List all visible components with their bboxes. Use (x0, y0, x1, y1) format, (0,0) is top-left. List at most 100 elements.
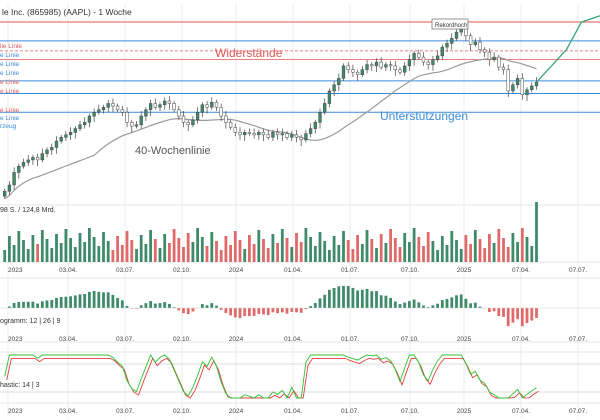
volume-bar (17, 231, 21, 262)
volume-bar (252, 244, 256, 262)
macd-bar (525, 308, 529, 324)
x-tick-label: 07.10. (401, 408, 419, 415)
candle-up (92, 112, 96, 117)
macd-bar (243, 308, 247, 317)
macd-bar (511, 308, 515, 323)
candle-up (271, 132, 275, 138)
volume-bar (478, 239, 482, 262)
macd-bar (337, 286, 341, 309)
line-label-1: e Linie (0, 52, 20, 59)
volume-bar (285, 238, 289, 262)
x-tick-label: 07.04. (512, 336, 530, 343)
volume-bar (78, 233, 82, 262)
x-axis-labels: 2023 03.04. 03.07. 02.10. 2024 01.04. 01.07. 07… (8, 267, 587, 415)
volume-bar (45, 239, 49, 262)
macd-bar (88, 291, 91, 308)
macd-bar (299, 308, 303, 313)
candle-up (45, 149, 49, 154)
volume-bar (384, 243, 388, 262)
candle-up (87, 115, 92, 123)
candle-down (115, 105, 120, 111)
volume-bar (238, 240, 242, 262)
candle-up (17, 165, 21, 173)
macd-bar (356, 290, 359, 308)
volume-bar (502, 238, 505, 262)
candle-up (313, 122, 317, 129)
candle-down (181, 115, 186, 123)
volume-bar (337, 245, 341, 262)
volume-bar (196, 228, 199, 262)
candle-down (379, 61, 383, 68)
stochastic-label: hastic: 14 | 3 (0, 382, 40, 389)
candle-up (200, 104, 204, 113)
macd-bar (412, 299, 416, 308)
macd-bar (346, 286, 350, 308)
macd-bar (83, 294, 87, 308)
macd-bar (478, 306, 482, 308)
volume-bar (328, 250, 331, 262)
candle-down (506, 69, 510, 92)
macd-bar (120, 300, 124, 308)
volume-bar (520, 228, 524, 262)
volume-bar (182, 247, 185, 262)
candle-down (346, 65, 350, 70)
line-label-8: rzeug (0, 123, 17, 130)
volume-bar (299, 242, 303, 262)
macd-bar (422, 305, 425, 308)
candle-up (134, 124, 139, 127)
candle-down (520, 78, 524, 95)
volume-bar (304, 228, 308, 262)
candle-up (106, 103, 110, 108)
candle-down (483, 49, 487, 53)
macd-bar (309, 306, 312, 308)
volume-bar (271, 234, 275, 262)
volume-bar (257, 230, 261, 262)
volume-bar (191, 242, 195, 262)
macd-bar (168, 303, 171, 308)
volume-bar (389, 229, 392, 262)
ma-40-line (4, 57, 537, 200)
candle-down (238, 132, 242, 136)
macd-bar (248, 308, 251, 317)
volume-bar (243, 249, 247, 262)
x-tick-label: 07.07. (569, 336, 587, 343)
forecast-line (535, 15, 600, 83)
volume-bar (139, 235, 143, 262)
line-label-3: e Linie (0, 70, 20, 77)
macd-bar (488, 308, 491, 312)
volume-bar (92, 237, 96, 262)
macd-bar (215, 305, 218, 308)
stoch-d-line (6, 357, 539, 399)
candle-up (290, 134, 294, 138)
candle-down (501, 66, 506, 70)
volume-bar (356, 235, 359, 262)
volume-bar (248, 235, 251, 262)
candle-up (492, 56, 496, 60)
macd-bar (459, 294, 463, 308)
candle-up (515, 78, 520, 85)
volume-bar (459, 249, 463, 262)
x-tick-label: 07.10. (401, 336, 419, 343)
x-tick-label: 03.04. (59, 336, 77, 343)
volume-bar (346, 240, 350, 262)
x-tick-label: 07.07. (569, 408, 587, 415)
volume-bar (125, 231, 129, 262)
macd-bar (271, 308, 275, 313)
volume-bar (516, 242, 519, 262)
volume-bar (497, 229, 501, 262)
candle-down (294, 134, 299, 138)
macd-bar (26, 301, 30, 308)
candle-up (257, 132, 261, 136)
candle-down (487, 51, 492, 60)
volume-bar (440, 236, 444, 262)
macd-bar (450, 297, 454, 308)
macd-bar (205, 305, 209, 308)
candle-up (68, 132, 73, 136)
macd-bar (210, 303, 214, 308)
x-tick-label: 03.07. (116, 336, 134, 343)
candle-up (195, 112, 200, 121)
volume-bar (375, 248, 378, 262)
candle-down (261, 132, 266, 136)
candle-up (403, 65, 407, 73)
